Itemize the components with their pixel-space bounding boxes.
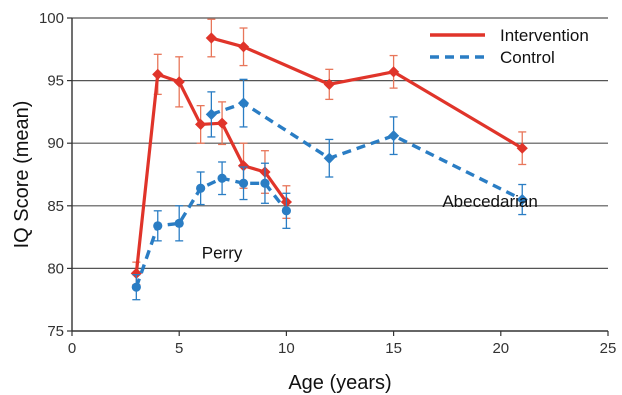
x-axis-title: Age (years) [288, 372, 391, 394]
series-line [134, 176, 288, 288]
annotation-perry: Perry [202, 243, 243, 262]
data-point [323, 152, 335, 164]
data-point [173, 76, 185, 88]
data-point [216, 117, 228, 129]
series-abecedarian-control [205, 78, 528, 216]
series-line [210, 101, 523, 202]
legend-label-control: Control [500, 48, 555, 67]
y-tick-label: 75 [47, 323, 64, 340]
x-tick-label: 15 [385, 340, 402, 357]
data-point [260, 178, 270, 188]
legend: Intervention Control [430, 26, 589, 67]
x-tick-label: 25 [600, 340, 617, 357]
y-axis-title: IQ Score (mean) [11, 101, 33, 249]
data-point [174, 218, 184, 228]
data-point [516, 142, 528, 154]
data-point [237, 160, 250, 172]
data-point [205, 108, 217, 121]
series-abecedarian-intervention [205, 18, 528, 166]
y-tick-label: 85 [47, 198, 64, 215]
y-tick-label: 90 [47, 135, 64, 152]
data-point [153, 221, 163, 231]
x-tick-label: 0 [68, 340, 76, 357]
data-point [130, 267, 142, 280]
x-tick-label: 20 [492, 340, 509, 357]
x-tick-label: 5 [175, 340, 183, 357]
data-point [196, 183, 206, 193]
chart-text: Age (years) IQ Score (mean) Perry Abecedari… [11, 101, 538, 394]
data-point [205, 32, 217, 44]
data-point [195, 118, 207, 131]
series-line [210, 36, 524, 150]
data-point [281, 206, 291, 216]
data-point [131, 282, 141, 292]
data-point [323, 78, 335, 90]
data-point [388, 130, 400, 142]
data-point [238, 178, 249, 188]
x-tick-label: 10 [278, 340, 295, 357]
y-tick-label: 100 [39, 10, 64, 27]
data-point [217, 173, 227, 183]
series-perry-control [131, 161, 291, 301]
annotation-abecedarian: Abecedarian [442, 192, 537, 211]
data-point [152, 68, 164, 80]
data-point [237, 97, 250, 109]
data-point [516, 193, 528, 206]
axes: 75 80 85 90 95 100 0 5 10 15 20 25 [39, 10, 616, 357]
y-tick-label: 95 [47, 73, 64, 90]
data-point [237, 41, 250, 53]
y-tick-label: 80 [47, 260, 64, 277]
series-group [130, 18, 528, 301]
legend-label-intervention: Intervention [500, 26, 589, 45]
gridlines [72, 17, 608, 269]
data-point [388, 66, 400, 78]
